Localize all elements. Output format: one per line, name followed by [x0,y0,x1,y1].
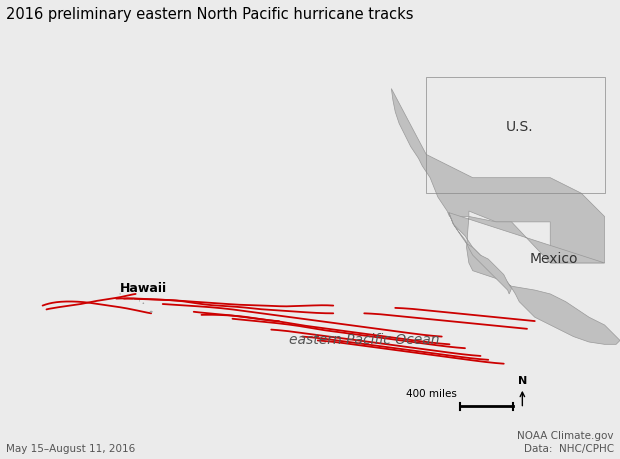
Text: 2016 preliminary eastern North Pacific hurricane tracks: 2016 preliminary eastern North Pacific h… [6,7,414,22]
Polygon shape [449,213,512,294]
Polygon shape [391,89,604,263]
Text: U.S.: U.S. [505,120,533,134]
Polygon shape [449,213,620,344]
Text: Mexico: Mexico [530,252,578,266]
Text: N: N [518,375,527,386]
Ellipse shape [143,303,144,304]
Text: 400 miles: 400 miles [406,389,458,399]
Text: NOAA Climate.gov: NOAA Climate.gov [517,431,614,441]
Text: May 15–August 11, 2016: May 15–August 11, 2016 [6,444,135,454]
Text: eastern Pacific Ocean: eastern Pacific Ocean [289,333,440,347]
Bar [427,77,604,193]
Text: Hawaii: Hawaii [120,282,167,295]
Ellipse shape [150,311,153,313]
Text: Data:  NHC/CPHC: Data: NHC/CPHC [524,444,614,454]
